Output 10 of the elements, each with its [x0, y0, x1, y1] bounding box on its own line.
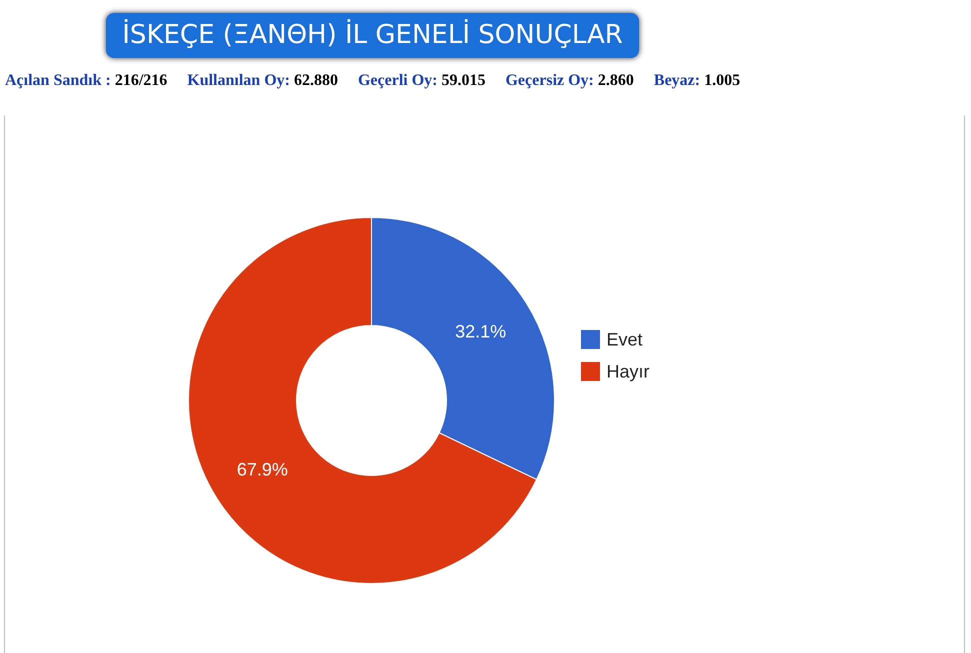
text: Açılan Sandık : 216/216	[5, 72, 168, 90]
chart-title: İSKEÇE (ΞΑΝΘΗ) İL GENELİ SONUÇLAR	[106, 13, 639, 58]
data-label: 32.1%	[455, 322, 506, 342]
legend-label: Evet	[606, 330, 643, 350]
text: Geçerli Oy: 59.015	[358, 72, 486, 90]
data-label: 67.9%	[236, 459, 288, 480]
text: Geçersiz Oy: 2.860	[505, 72, 634, 90]
legend-label: Hayır	[606, 362, 650, 382]
text: Kullanılan Oy: 62.880	[187, 72, 338, 90]
text: Beyaz: 1.005	[654, 72, 740, 90]
